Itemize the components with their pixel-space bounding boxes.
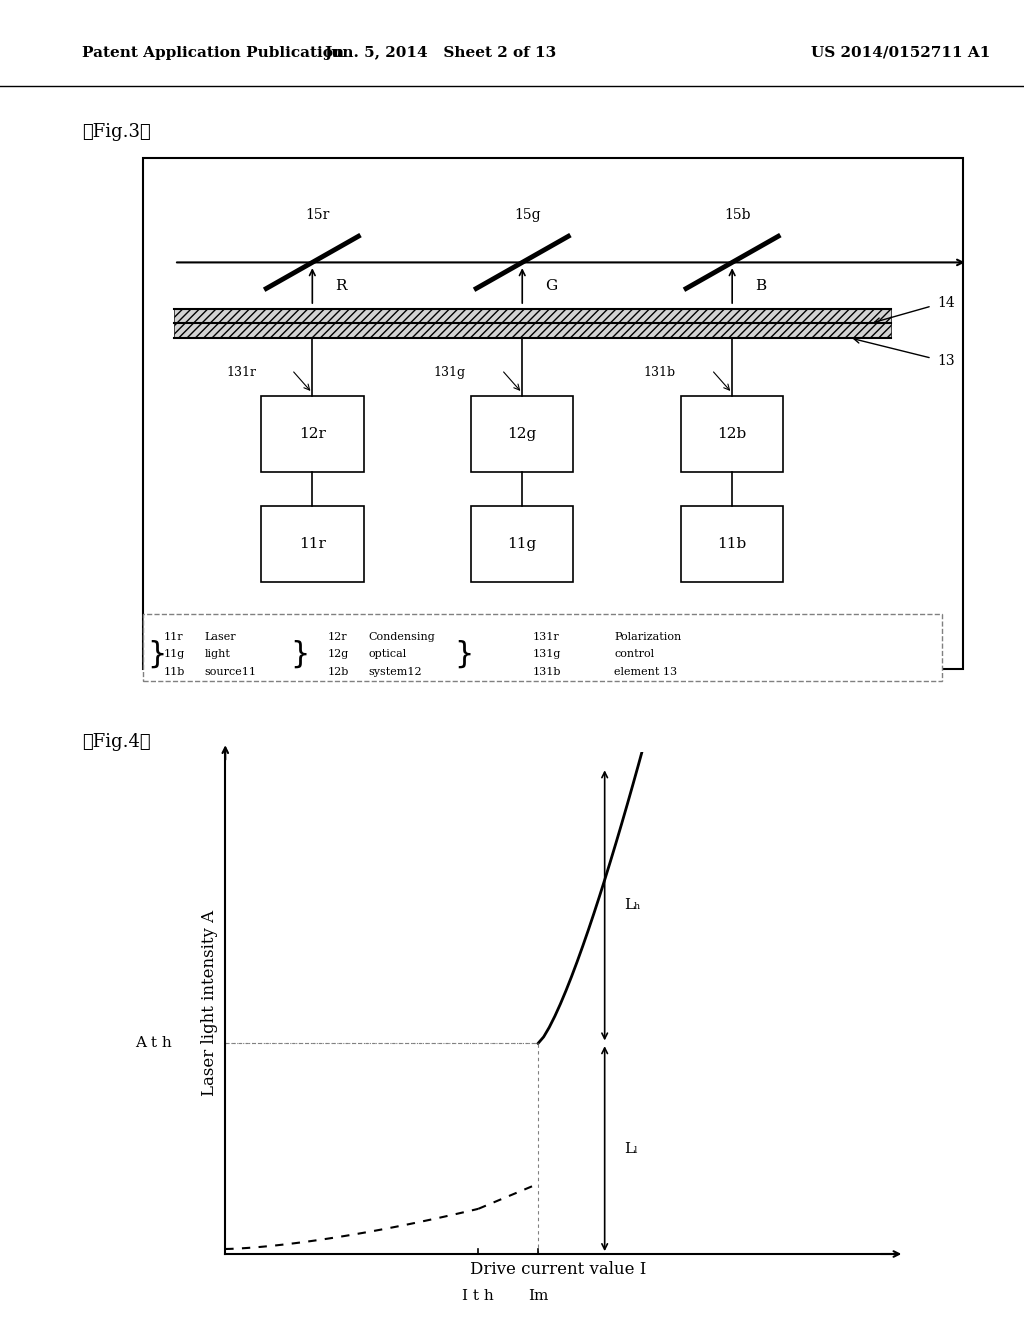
Text: 131b: 131b xyxy=(644,366,676,379)
Text: 131g: 131g xyxy=(532,649,561,660)
Text: G: G xyxy=(545,279,557,293)
Text: US 2014/0152711 A1: US 2014/0152711 A1 xyxy=(811,46,991,59)
Text: B: B xyxy=(755,279,766,293)
FancyBboxPatch shape xyxy=(143,158,963,669)
FancyBboxPatch shape xyxy=(471,507,573,582)
Text: 12g: 12g xyxy=(508,426,537,441)
Text: optical: optical xyxy=(369,649,407,660)
Text: Lₕ: Lₕ xyxy=(625,899,641,912)
Text: A t h: A t h xyxy=(135,1036,172,1051)
Text: source11: source11 xyxy=(205,667,257,677)
Text: 12r: 12r xyxy=(328,632,347,642)
Text: 14: 14 xyxy=(937,296,954,310)
Text: }: } xyxy=(147,640,166,669)
Text: system12: system12 xyxy=(369,667,422,677)
Text: }: } xyxy=(291,640,309,669)
Text: 11g: 11g xyxy=(164,649,185,660)
Text: light: light xyxy=(205,649,230,660)
Text: 131r: 131r xyxy=(226,366,256,379)
Text: 12b: 12b xyxy=(328,667,349,677)
Text: 11b: 11b xyxy=(718,537,746,552)
Text: 131r: 131r xyxy=(532,632,559,642)
Text: 11b: 11b xyxy=(164,667,185,677)
Text: 11r: 11r xyxy=(164,632,183,642)
Text: element 13: element 13 xyxy=(614,667,678,677)
FancyBboxPatch shape xyxy=(681,396,783,471)
Text: control: control xyxy=(614,649,654,660)
Y-axis label: Laser light intensity A: Laser light intensity A xyxy=(202,909,218,1097)
FancyBboxPatch shape xyxy=(261,507,364,582)
X-axis label: Drive current value I: Drive current value I xyxy=(470,1261,646,1278)
Text: Polarization: Polarization xyxy=(614,632,682,642)
Text: 12g: 12g xyxy=(328,649,349,660)
Text: Laser: Laser xyxy=(205,632,237,642)
Text: 【Fig.4】: 【Fig.4】 xyxy=(82,733,151,751)
Text: 11r: 11r xyxy=(299,537,326,552)
Text: I t h: I t h xyxy=(462,1290,495,1303)
Text: 【Fig.3】: 【Fig.3】 xyxy=(82,123,151,141)
Text: 15r: 15r xyxy=(305,207,330,222)
Text: Jun. 5, 2014   Sheet 2 of 13: Jun. 5, 2014 Sheet 2 of 13 xyxy=(325,46,556,59)
FancyBboxPatch shape xyxy=(471,396,573,471)
Text: Condensing: Condensing xyxy=(369,632,435,642)
Text: }: } xyxy=(455,640,473,669)
Text: 15b: 15b xyxy=(724,207,751,222)
Text: Lₗ: Lₗ xyxy=(625,1142,639,1156)
Text: 15g: 15g xyxy=(514,207,541,222)
Text: 13: 13 xyxy=(937,354,954,368)
FancyBboxPatch shape xyxy=(261,396,364,471)
FancyBboxPatch shape xyxy=(143,614,942,681)
Text: Im: Im xyxy=(528,1290,548,1303)
FancyBboxPatch shape xyxy=(681,507,783,582)
Text: 12b: 12b xyxy=(718,426,746,441)
Text: 131b: 131b xyxy=(532,667,561,677)
Text: 11g: 11g xyxy=(508,537,537,552)
Text: R: R xyxy=(335,279,346,293)
Text: 131g: 131g xyxy=(434,366,466,379)
Text: 12r: 12r xyxy=(299,426,326,441)
Text: Patent Application Publication: Patent Application Publication xyxy=(82,46,344,59)
